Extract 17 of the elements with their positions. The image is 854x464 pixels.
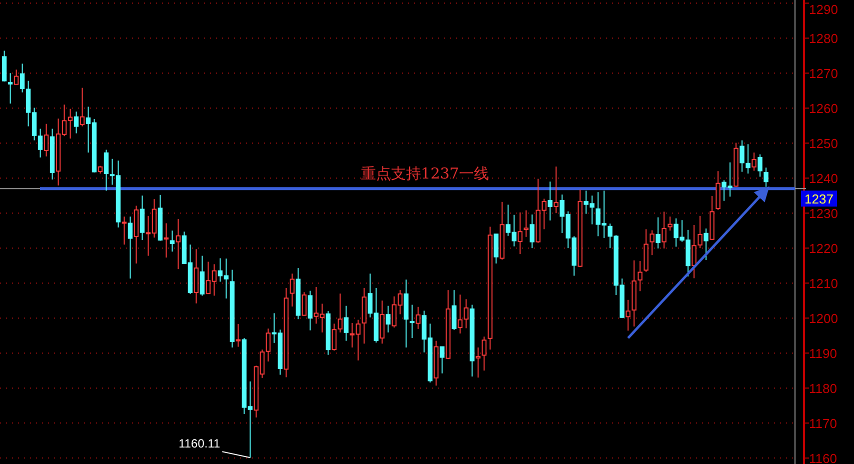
annotation: 1160.11 [178, 436, 221, 451]
y-tick-label: 1240 [809, 171, 838, 186]
ref-line-label: 重点支持1237一线 [360, 164, 490, 183]
ref-line-label: 1237 [804, 192, 834, 207]
y-tick-label: 1260 [809, 101, 838, 116]
y-tick-label: 1170 [809, 416, 837, 432]
y-tick-label: 1160 [809, 451, 837, 464]
y-tick-label: 1230 [809, 206, 838, 222]
y-tick-label: 1190 [809, 346, 837, 362]
y-tick-label: 1250 [809, 136, 838, 152]
y-tick-label: 1280 [809, 31, 838, 46]
y-tick-label: 1200 [809, 311, 838, 326]
y-tick-label: 1210 [809, 276, 838, 292]
y-tick-label: 1220 [809, 241, 838, 256]
y-tick-label: 1270 [809, 66, 838, 82]
y-tick-label: 1180 [809, 381, 837, 396]
y-tick-label: 1290 [809, 2, 838, 17]
